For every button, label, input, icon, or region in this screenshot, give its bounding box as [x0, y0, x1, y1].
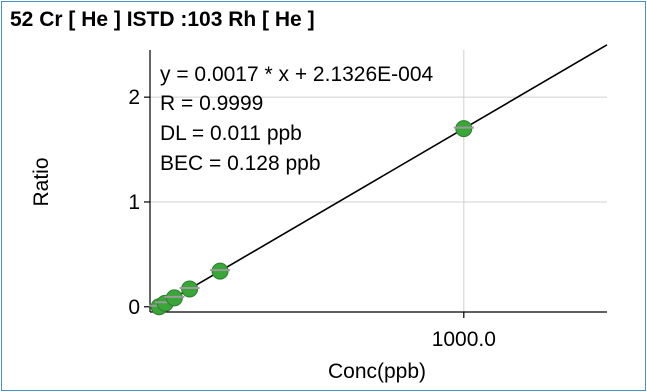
equation-label: y = 0.0017 * x + 2.1326E-004: [160, 63, 434, 86]
grid-lines: [150, 50, 607, 312]
data-points: [149, 120, 474, 316]
data-point: [455, 120, 473, 138]
dl-label: DL = 0.011 ppb: [160, 122, 302, 145]
fit-annotations: y = 0.0017 * x + 2.1326E-004 R = 0.9999 …: [160, 63, 434, 175]
bec-label: BEC = 0.128 ppb: [160, 152, 321, 175]
chart-title: 52 Cr [ He ] ISTD :103 Rh [ He ]: [10, 8, 315, 31]
y-tick-label: 1: [128, 191, 140, 214]
axis-ticks: 0 1 2 1000.0: [128, 86, 496, 351]
y-tick-label: 0: [128, 296, 140, 319]
fit-line: [158, 44, 608, 308]
y-axis-label: Ratio: [30, 157, 53, 206]
r-value-label: R = 0.9999: [160, 92, 263, 115]
x-tick-label: 1000.0: [432, 328, 496, 351]
fit-line-group: [158, 44, 608, 308]
x-axis-label: Conc(ppb): [328, 360, 426, 383]
y-tick-label: 2: [128, 86, 140, 109]
